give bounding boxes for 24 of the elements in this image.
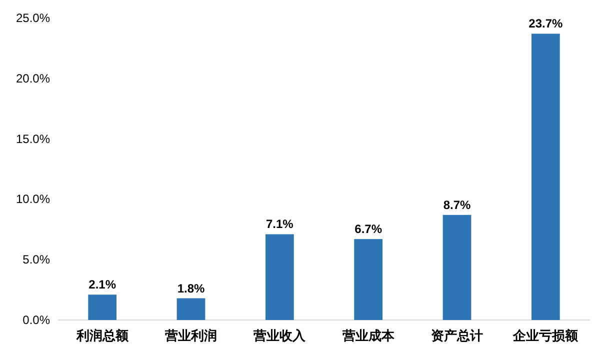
bar [531,34,560,320]
data-label: 6.7% [354,222,382,236]
y-tick-label: 20.0% [16,71,50,86]
y-tick-label: 10.0% [16,192,50,206]
y-tick-label: 5.0% [22,252,50,267]
x-tick-label: 企业亏损额 [512,328,580,343]
y-tick-label: 0.0% [22,313,50,327]
y-tick-label: 25.0% [16,11,50,25]
data-label: 7.1% [266,217,294,232]
x-tick-label: 营业成本 [341,328,396,343]
x-tick-label: 营业收入 [252,328,307,343]
x-tick-label: 营业利润 [164,328,217,343]
bar [442,214,472,320]
x-tick-label: 利润总额 [75,328,130,343]
bar [265,234,294,320]
bar [176,298,206,320]
data-label: 2.1% [88,278,116,292]
data-label: 1.8% [177,281,205,296]
data-label: 8.7% [443,198,471,212]
bar [354,239,383,320]
x-tick-label: 资产总计 [431,328,483,343]
bar [88,294,117,320]
y-tick-label: 15.0% [16,132,50,146]
data-label: 23.7% [528,16,564,31]
